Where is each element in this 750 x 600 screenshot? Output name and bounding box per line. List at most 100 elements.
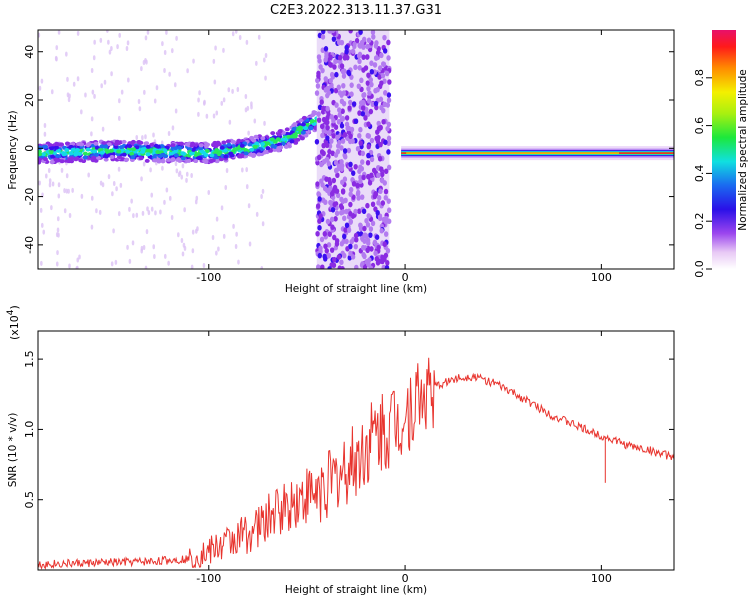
heatmap-ridge-mark [38, 159, 41, 164]
heatmap-ridge-mark [82, 155, 88, 160]
heatmap-noise-mark [383, 231, 389, 237]
heatmap-speckle [76, 257, 80, 263]
heatmap-noise-mark [354, 236, 359, 243]
heatmap-ridge-mark [256, 149, 262, 154]
heatmap-noise-mark [333, 159, 339, 166]
heatmap-noise-mark [350, 48, 356, 55]
heatmap-speckle [142, 244, 146, 250]
heatmap-ridge-mark [188, 151, 194, 156]
heatmap-noise-mark [346, 147, 352, 154]
heatmap-noise-mark [339, 63, 345, 69]
heatmap-noise-mark [354, 37, 360, 44]
heatmap-speckle [145, 59, 148, 65]
heatmap-noise-mark [379, 227, 384, 234]
heatmap-y-axis-label: Frequency (Hz) [7, 110, 19, 189]
heatmap-noise-mark [383, 194, 388, 201]
heatmap-speckle [118, 98, 121, 104]
heatmap-speckle [263, 120, 266, 126]
heatmap-noise-mark [361, 54, 366, 60]
heatmap-noise-mark [348, 191, 353, 198]
heatmap-noise-mark [331, 262, 337, 269]
heatmap-speckle [127, 77, 130, 83]
heatmap-speckle [222, 97, 226, 103]
heatmap-noise-mark [362, 225, 367, 232]
heatmap-noise-mark [383, 188, 389, 195]
heatmap-speckle [191, 229, 195, 235]
heatmap-ridge-mark [95, 155, 101, 160]
heatmap-ridge-mark [186, 158, 192, 163]
heatmap-speckle [236, 87, 240, 93]
heatmap-noise-mark [357, 132, 362, 139]
heatmap-noise-mark [334, 167, 339, 174]
heatmap-noise-mark [379, 177, 385, 184]
heatmap-noise-mark [368, 232, 373, 238]
heatmap-noise-mark [374, 234, 380, 240]
heatmap-noise-mark [333, 58, 338, 65]
heatmap-ridge-mark [43, 144, 49, 149]
heatmap-speckle [126, 40, 130, 46]
heatmap-noise-mark [337, 54, 343, 61]
heatmap-noise-mark [317, 252, 323, 259]
heatmap-ridge-mark [253, 134, 259, 139]
heatmap-ridge-mark [231, 140, 237, 145]
heatmap-speckle [90, 67, 94, 73]
heatmap-speckle [66, 76, 69, 82]
heatmap-ridge-mark [137, 140, 143, 145]
heatmap-speckle [214, 45, 217, 51]
heatmap-ridge-mark [106, 142, 112, 147]
heatmap-speckle [215, 110, 219, 116]
heatmap-noise-mark [351, 181, 357, 187]
heatmap-ridge-mark [203, 159, 209, 164]
heatmap-ridge-mark [275, 137, 281, 142]
heatmap-noise-mark [368, 108, 374, 115]
heatmap-noise-mark [373, 250, 378, 257]
heatmap-speckle [182, 242, 186, 248]
heatmap-ridge-mark [211, 143, 217, 148]
heatmap-ridge-mark [101, 141, 107, 146]
heatmap-noise-mark [339, 209, 344, 216]
heatmap-noise-mark [320, 132, 325, 139]
heatmap-speckle [185, 171, 189, 177]
heatmap-noise-mark [315, 83, 321, 89]
heatmap-noise-mark [379, 166, 384, 172]
heatmap-noise-mark [365, 247, 370, 254]
heatmap-noise-mark [319, 99, 324, 105]
heatmap-speckle [264, 75, 267, 81]
heatmap-y-tick-label: 40 [23, 45, 36, 59]
heatmap-ridge-mark [121, 152, 127, 157]
heatmap-noise-mark [321, 116, 327, 123]
heatmap-speckle [190, 264, 194, 269]
heatmap-noise-mark [348, 243, 353, 250]
heatmap-speckle [57, 30, 61, 35]
heatmap-ridge-mark [270, 131, 276, 136]
heatmap-ridge-mark [78, 158, 84, 163]
heatmap-noise-mark [353, 118, 359, 125]
heatmap-noise-mark [361, 67, 366, 73]
heatmap-ridge-mark [85, 147, 91, 152]
heatmap-ridge-mark [173, 146, 179, 151]
heatmap-noise-mark [348, 250, 353, 257]
heatmap-ridge-mark [103, 144, 109, 149]
heatmap-noise-mark [338, 203, 344, 209]
heatmap-noise-mark [345, 54, 350, 61]
heatmap-speckle [87, 172, 90, 178]
heatmap-speckle [228, 119, 232, 125]
heatmap-speckle [117, 211, 121, 217]
heatmap-noise-mark [348, 218, 354, 225]
heatmap-noise-mark [334, 102, 339, 108]
heatmap-speckle [48, 182, 52, 188]
heatmap-noise-mark [370, 201, 376, 208]
heatmap-noise-mark [337, 39, 342, 46]
heatmap-speckle [90, 131, 93, 137]
heatmap-speckle [118, 32, 121, 38]
heatmap-ridge-mark [252, 144, 258, 149]
heatmap-speckle [114, 259, 118, 265]
heatmap-ridge-mark [176, 145, 182, 150]
heatmap-ridge-mark [49, 160, 55, 165]
heatmap-noise-mark [358, 222, 363, 229]
heatmap-speckle [93, 93, 96, 99]
heatmap-speckle [245, 167, 248, 173]
heatmap-speckle [110, 46, 113, 52]
heatmap-speckle [154, 210, 157, 216]
heatmap-noise-mark [320, 182, 325, 188]
